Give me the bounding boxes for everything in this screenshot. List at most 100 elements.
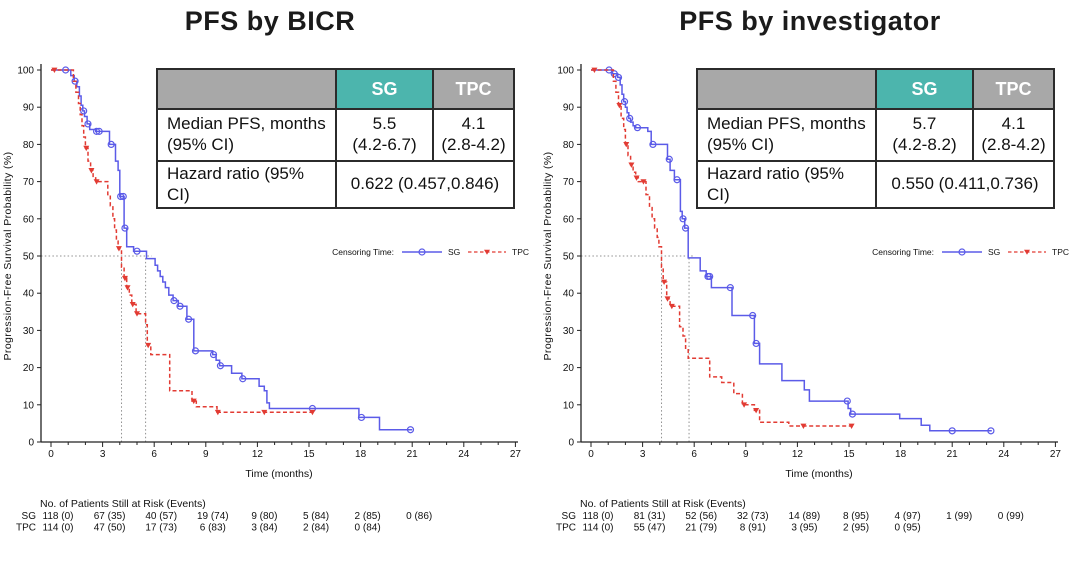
median-tpc-line1: 4.1 xyxy=(461,114,486,134)
censor-mark-triangle xyxy=(309,409,316,416)
chart-title-bicr: PFS by BICR xyxy=(184,6,356,36)
svg-text:9: 9 xyxy=(203,449,209,460)
censor-mark-circle xyxy=(71,77,79,85)
svg-text:10: 10 xyxy=(23,400,35,411)
at-risk-value: 19 (74) xyxy=(197,511,229,522)
median-pfs-tpc-value: 4.1 (2.8-4.2) xyxy=(972,108,1055,162)
svg-text:80: 80 xyxy=(563,140,575,151)
svg-text:6: 6 xyxy=(151,449,157,460)
median-tpc-line2: (2.8-4.2) xyxy=(981,135,1046,154)
censor-mark-triangle xyxy=(214,409,221,416)
censor-mark-triangle xyxy=(640,179,647,185)
censor-mark-circle xyxy=(673,176,681,184)
axis-ticks xyxy=(577,69,1056,447)
tpc-curve xyxy=(51,67,316,416)
censor-mark-circle xyxy=(117,192,125,201)
svg-text:15: 15 xyxy=(843,449,855,460)
censor-mark-triangle xyxy=(121,275,128,282)
censor-mark-triangle xyxy=(616,102,623,109)
at-risk-value: 2 (85) xyxy=(355,511,381,522)
svg-text:70: 70 xyxy=(563,177,575,188)
censor-mark-circle xyxy=(665,155,673,163)
censor-mark-triangle xyxy=(115,246,122,252)
legend-tpc-label: TPC xyxy=(1052,247,1069,257)
censor-mark-circle xyxy=(749,311,757,320)
censor-mark-circle xyxy=(848,410,857,418)
at-risk-value: 118 (0) xyxy=(43,511,74,522)
at-risk-value: 114 (0) xyxy=(43,523,74,534)
at-risk-value: 114 (0) xyxy=(583,523,614,534)
censor-mark-circle xyxy=(987,427,995,435)
svg-text:50: 50 xyxy=(23,252,35,263)
censor-mark-circle xyxy=(633,124,642,132)
censor-mark-triangle xyxy=(633,175,640,181)
tpc-curve xyxy=(591,67,855,430)
median-pfs-tpc-value: 4.1 (2.8-4.2) xyxy=(432,108,515,162)
legend-tpc-label: TPC xyxy=(512,247,529,257)
median-sg-line1: 5.5 xyxy=(372,114,397,134)
svg-text:18: 18 xyxy=(355,449,367,460)
legend-sg-marker-icon xyxy=(418,248,426,256)
panel-pfs-bicr: PFS by BICR 0 3 6 9 12 15 18 21 24 27 0 10 20 30 40 50 6… xyxy=(2,6,529,534)
svg-text:12: 12 xyxy=(792,449,804,460)
svg-text:20: 20 xyxy=(563,363,575,374)
hazard-ratio-label: Hazard ratio (95% CI) xyxy=(156,159,337,210)
median-reference-lines xyxy=(581,255,696,442)
legend-sg-label: SG xyxy=(988,247,1000,257)
at-risk-value: 40 (57) xyxy=(145,511,177,522)
at-risk-value: 4 (97) xyxy=(895,511,921,522)
y-axis-title: Progression-Free Survival Probability (%… xyxy=(542,152,554,361)
censor-mark-triangle xyxy=(753,407,760,414)
censor-mark-circle xyxy=(357,413,366,422)
censor-mark-triangle xyxy=(190,398,197,405)
median-pfs-label-line1: Median PFS, months xyxy=(167,114,326,134)
at-risk-value: 21 (79) xyxy=(685,523,717,534)
censor-mark-circle xyxy=(107,140,115,149)
legend: Censoring Time: SG TPC xyxy=(332,247,529,257)
median-pfs-label-line1: Median PFS, months xyxy=(707,114,866,134)
svg-text:27: 27 xyxy=(510,449,522,460)
censor-mark-triangle xyxy=(93,179,100,185)
sg-curve xyxy=(51,66,415,434)
km-plot-investigator: 0 3 6 9 12 15 18 21 24 27 0 10 20 30 40 50 60 70 80 90 100 Ti… xyxy=(542,64,1069,534)
at-risk-title: No. of Patients Still at Risk (Events) xyxy=(580,498,746,510)
censor-mark-circle xyxy=(682,224,690,232)
svg-text:40: 40 xyxy=(563,289,575,300)
censor-mark-circle xyxy=(62,66,70,74)
legend-title: Censoring Time: xyxy=(332,247,394,257)
axis-ticks xyxy=(37,69,516,447)
hazard-ratio-value: 0.550 (0.411,0.736) xyxy=(875,159,1055,210)
axis-labels: 0 3 6 9 12 15 18 21 24 27 0 10 20 30 40 50 60 70 80 90 100 Ti… xyxy=(2,66,521,481)
censor-mark-circle xyxy=(649,140,657,149)
svg-text:30: 30 xyxy=(23,326,35,337)
svg-text:40: 40 xyxy=(23,289,35,300)
stats-col-header-tpc: TPC xyxy=(432,68,515,110)
svg-text:21: 21 xyxy=(947,449,959,460)
censor-mark-circle xyxy=(706,272,714,281)
svg-text:24: 24 xyxy=(998,449,1010,460)
at-risk-row-label: TPC xyxy=(16,523,36,534)
censor-mark-triangle xyxy=(623,142,630,148)
stats-col-header-sg: SG xyxy=(875,68,974,110)
svg-text:3: 3 xyxy=(640,449,646,460)
censor-mark-circle xyxy=(752,339,760,348)
at-risk-value: 2 (84) xyxy=(303,523,329,534)
svg-text:20: 20 xyxy=(23,363,35,374)
censor-mark-triangle xyxy=(661,279,668,286)
svg-text:80: 80 xyxy=(23,140,35,151)
at-risk-value: 47 (50) xyxy=(94,523,126,534)
hazard-ratio-value: 0.622 (0.457,0.846) xyxy=(335,159,515,210)
at-risk-row-label: SG xyxy=(22,511,37,522)
median-pfs-label: Median PFS, months (95% CI) xyxy=(696,108,877,162)
censor-mark-triangle xyxy=(800,423,807,430)
censor-mark-triangle xyxy=(124,285,131,291)
y-axis-title: Progression-Free Survival Probability (%… xyxy=(2,152,14,361)
at-risk-value: 32 (73) xyxy=(737,511,769,522)
median-pfs-label-line2: (95% CI) xyxy=(167,135,235,154)
censor-mark-circle xyxy=(191,347,200,355)
svg-text:90: 90 xyxy=(23,103,35,114)
censor-mark-circle xyxy=(185,315,193,323)
at-risk-value: 55 (47) xyxy=(634,523,666,534)
censor-mark-circle xyxy=(80,107,88,115)
